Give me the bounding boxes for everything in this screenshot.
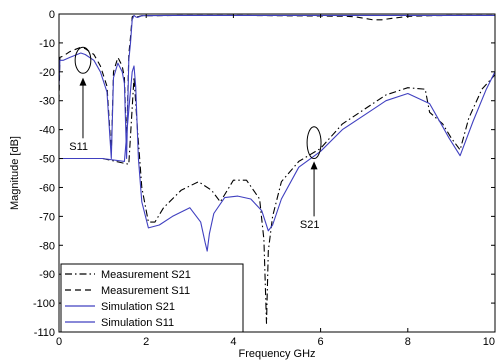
annotation-label: S21 — [300, 219, 320, 231]
y-tick-label: -100 — [33, 298, 55, 310]
series-line-3 — [59, 65, 495, 252]
series-line-1 — [59, 74, 495, 324]
annotation-arrowhead — [79, 77, 87, 86]
y-tick-label: -10 — [39, 38, 55, 50]
ticks-layer: 0 2 4 6 8 10 0 -10 -20 -30 -40 -50 -60 -70 -80 -90 -100 -… — [33, 9, 496, 348]
x-tick-label: 4 — [230, 336, 236, 348]
legend-entry-label: Simulation S21 — [101, 301, 175, 313]
annotation-ellipse — [306, 126, 322, 160]
annotation-arrowhead — [310, 161, 318, 170]
x-tick-label: 8 — [405, 336, 411, 348]
y-axis-title: Magnitude [dB] — [9, 136, 21, 210]
y-tick-label: -50 — [39, 154, 55, 166]
x-axis-title: Frequency GHz — [238, 348, 315, 360]
annotation-label: S11 — [69, 141, 88, 153]
plot-frame — [58, 13, 496, 333]
y-tick-label: -90 — [39, 269, 55, 281]
y-tick-label: -80 — [39, 240, 55, 252]
series-line-4 — [59, 14, 495, 160]
x-tick-label: 2 — [143, 336, 149, 348]
y-tick-label: 0 — [49, 9, 55, 21]
annotation-layer: S11 S21 — [69, 46, 322, 231]
legend: Measurement S21 Measurement S11 Simulation… — [60, 263, 244, 333]
y-tick-label: -30 — [39, 96, 55, 108]
y-tick-label: -70 — [39, 211, 55, 223]
y-tick-label: -40 — [39, 125, 55, 137]
legend-entry-label: Measurement S21 — [101, 269, 191, 281]
y-tick-label: -20 — [39, 67, 55, 79]
y-tick-label: -60 — [39, 182, 55, 194]
legend-entry-label: Simulation S11 — [101, 317, 174, 329]
annotation-ellipse — [74, 46, 92, 74]
series-layer — [59, 14, 495, 324]
x-tick-label: 6 — [318, 336, 324, 348]
x-tick-label: 0 — [56, 336, 62, 348]
x-tick-label: 10 — [483, 336, 495, 348]
legend-box — [60, 263, 244, 333]
legend-entry-label: Measurement S11 — [101, 285, 190, 297]
y-tick-label: -110 — [34, 327, 55, 339]
